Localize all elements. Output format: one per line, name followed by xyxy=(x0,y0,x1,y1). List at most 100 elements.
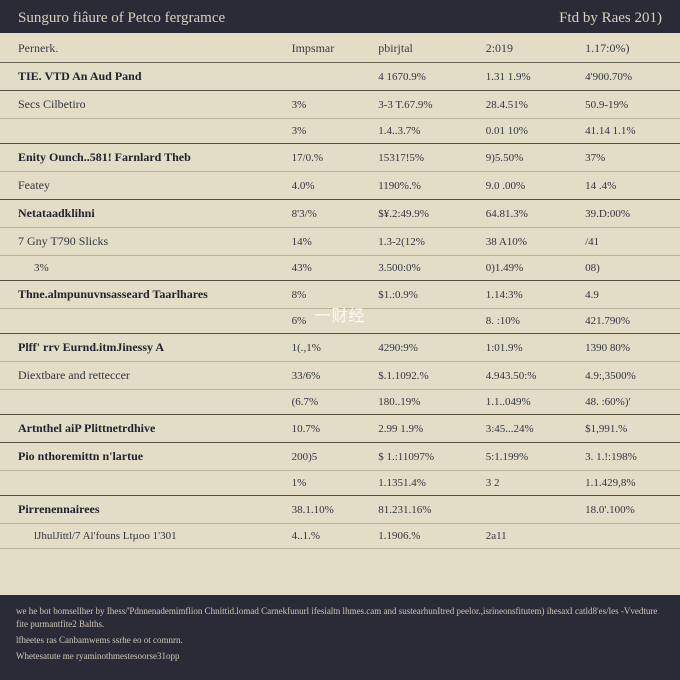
table-row: Secs Cilbetiro3%3-3 T.67.9%28.4.51%50.9-… xyxy=(0,91,680,119)
table-row: Thne.almpunuvnsasseard Taarlhares8%$1.:0… xyxy=(0,281,680,309)
row-value: 39.D:00% xyxy=(579,200,680,228)
row-value: 3-3 T.67.9% xyxy=(372,91,479,119)
row-value: 3 2 xyxy=(480,471,579,496)
row-value: 3% xyxy=(286,91,373,119)
row-value: 2.99 1.9% xyxy=(372,415,479,443)
table-row: 7 Gny T790 Slicks14%1.3-2(12%38 A10%/41 xyxy=(0,228,680,256)
footer-line-3: Whetesatute me ryaminothmestesoorse31opp xyxy=(16,650,664,662)
row-value: 1.3-2(12% xyxy=(372,228,479,256)
row-value: $1.:0.9% xyxy=(372,281,479,309)
row-value: 4..1.% xyxy=(286,524,373,549)
table-row: lJhulJittl/7 Al'founs Ltµoo 1'3014..1.%1… xyxy=(0,524,680,549)
row-value: $ 1.:11097% xyxy=(372,443,479,471)
table-row: 1%1.1351.4%3 21.1.429,8% xyxy=(0,471,680,496)
row-value: 3.500:0% xyxy=(372,256,479,281)
row-label: Secs Cilbetiro xyxy=(0,91,286,119)
row-label xyxy=(0,471,286,496)
row-label: TIE. VTD An Aud Pand xyxy=(0,63,286,91)
row-value: 9)5.50% xyxy=(480,144,579,172)
table-header-bar: Sunguro fiâure of Petco fergramce Ftd by… xyxy=(0,0,680,33)
col-2: pbirjtal xyxy=(372,33,479,63)
row-value: 41.14 1.1% xyxy=(579,119,680,144)
table-row: Featey4.0%1190%.%9.0 .00%14 .4% xyxy=(0,172,680,200)
footer-line-1: we he bot bomsellher by Ihess/'Pdnnenade… xyxy=(16,605,664,629)
row-label: Netataadklihni xyxy=(0,200,286,228)
row-value: 180..19% xyxy=(372,390,479,415)
row-value: 38 A10% xyxy=(480,228,579,256)
col-4: 1.17:0%) xyxy=(579,33,680,63)
col-0: Pernerk. xyxy=(0,33,286,63)
row-label: Pirrenennairees xyxy=(0,496,286,524)
row-value: 421.790% xyxy=(579,309,680,334)
row-value: 1190%.% xyxy=(372,172,479,200)
row-value: 1.14:3% xyxy=(480,281,579,309)
footer-line-2: lfheetes ras Canbamwems ssrhe eo ot comn… xyxy=(16,634,664,646)
row-value: 10.7% xyxy=(286,415,373,443)
row-label xyxy=(0,309,286,334)
row-value: $.1.1092.% xyxy=(372,362,479,390)
row-value xyxy=(286,63,373,91)
row-value: 18.0'.100% xyxy=(579,496,680,524)
table-row: Artnthel aiP Plittnetrdhive10.7%2.99 1.9… xyxy=(0,415,680,443)
row-value xyxy=(480,496,579,524)
row-value: 4.0% xyxy=(286,172,373,200)
table-sheet: Pernerk. Impsmar pbirjtal 2:019 1.17:0%)… xyxy=(0,33,680,595)
row-value: 38.1.10% xyxy=(286,496,373,524)
performance-table: Pernerk. Impsmar pbirjtal 2:019 1.17:0%)… xyxy=(0,33,680,549)
row-value: 1.1906.% xyxy=(372,524,479,549)
table-row: 6% 8. :10%421.790% xyxy=(0,309,680,334)
row-value: 4.9 xyxy=(579,281,680,309)
row-value: 48. :60%)' xyxy=(579,390,680,415)
row-value: 33/6% xyxy=(286,362,373,390)
row-value: 0)1.49% xyxy=(480,256,579,281)
row-value: 1.4..3.7% xyxy=(372,119,479,144)
row-label: Artnthel aiP Plittnetrdhive xyxy=(0,415,286,443)
row-value: 17/0.% xyxy=(286,144,373,172)
row-value: 1:01.9% xyxy=(480,334,579,362)
row-value: 3. 1.!:198% xyxy=(579,443,680,471)
row-value xyxy=(372,309,479,334)
row-value: 2a11 xyxy=(480,524,579,549)
row-value: 1.1351.4% xyxy=(372,471,479,496)
row-value: 4'900.70% xyxy=(579,63,680,91)
row-value: 14% xyxy=(286,228,373,256)
row-value: 9.0 .00% xyxy=(480,172,579,200)
row-value: 4.943.50:% xyxy=(480,362,579,390)
row-value: 1.31 1.9% xyxy=(480,63,579,91)
row-label: Enity Ounch..581! Farnlard Theb xyxy=(0,144,286,172)
row-label xyxy=(0,390,286,415)
col-3: 2:019 xyxy=(480,33,579,63)
row-value: 81.231.16% xyxy=(372,496,479,524)
row-value: 50.9-19% xyxy=(579,91,680,119)
row-label: Featey xyxy=(0,172,286,200)
row-value: 08) xyxy=(579,256,680,281)
row-value: 0.01 10% xyxy=(480,119,579,144)
table-row: Plff' rrv Eurnd.itmJinessy A1(.,1%4290:9… xyxy=(0,334,680,362)
footer-notes: we he bot bomsellher by Ihess/'Pdnnenade… xyxy=(0,595,680,680)
table-row: TIE. VTD An Aud Pand4 1670.9%1.31 1.9%4'… xyxy=(0,63,680,91)
row-label: Thne.almpunuvnsasseard Taarlhares xyxy=(0,281,286,309)
table-row: Pirrenennairees38.1.10%81.231.16% 18.0'.1… xyxy=(0,496,680,524)
row-value: 64.81.3% xyxy=(480,200,579,228)
table-row: Enity Ounch..581! Farnlard Theb17/0.%153… xyxy=(0,144,680,172)
row-value: 1% xyxy=(286,471,373,496)
header-title-left: Sunguro fiâure of Petco fergramce xyxy=(18,10,225,27)
row-label: 3% xyxy=(0,256,286,281)
row-value: 6% xyxy=(286,309,373,334)
row-value: $¥.2:49.9% xyxy=(372,200,479,228)
row-value: 4.9:,3500% xyxy=(579,362,680,390)
row-value: 1.1.429,8% xyxy=(579,471,680,496)
row-value: 200)5 xyxy=(286,443,373,471)
table-row: 3%1.4..3.7%0.01 10%41.14 1.1% xyxy=(0,119,680,144)
col-1: Impsmar xyxy=(286,33,373,63)
table-row: Pio nthoremittn n'lartue200)5$ 1.:11097%… xyxy=(0,443,680,471)
row-value: 15317!5% xyxy=(372,144,479,172)
row-label xyxy=(0,119,286,144)
row-value: 1390 80% xyxy=(579,334,680,362)
row-value: /41 xyxy=(579,228,680,256)
table-row: (6.7%180..19%1.1..049%48. :60%)' xyxy=(0,390,680,415)
header-title-right: Ftd by Raes 201) xyxy=(559,10,662,27)
row-value: 28.4.51% xyxy=(480,91,579,119)
row-value: 14 .4% xyxy=(579,172,680,200)
row-value: 3:45...24% xyxy=(480,415,579,443)
